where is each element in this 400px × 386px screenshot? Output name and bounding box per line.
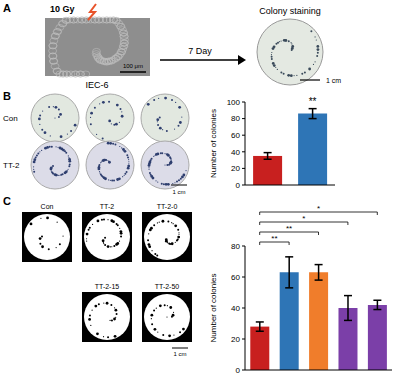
svg-text:60: 60 <box>231 273 240 282</box>
svg-text:80: 80 <box>231 242 240 251</box>
svg-text:IEC-6: IEC-6 <box>85 80 108 90</box>
svg-text:**: ** <box>271 234 277 243</box>
svg-text:Colony staining: Colony staining <box>259 6 321 16</box>
svg-text:0: 0 <box>236 366 241 375</box>
svg-text:*: * <box>302 214 305 223</box>
svg-text:**: ** <box>309 96 317 107</box>
svg-text:Number of colonies: Number of colonies <box>209 274 218 343</box>
svg-text:1 cm: 1 cm <box>173 351 186 357</box>
svg-text:*: * <box>317 204 320 213</box>
svg-text:40: 40 <box>231 148 240 157</box>
svg-text:40: 40 <box>231 304 240 313</box>
svg-text:TT-2-15: TT-2-15 <box>95 283 120 290</box>
svg-text:Con: Con <box>8 114 18 123</box>
svg-text:TT-2-50: TT-2-50 <box>155 283 180 290</box>
svg-text:Con: Con <box>41 203 54 210</box>
svg-text:B: B <box>8 90 11 102</box>
svg-text:1 cm: 1 cm <box>326 77 341 84</box>
svg-text:1 cm: 1 cm <box>172 189 185 195</box>
svg-text:20: 20 <box>231 335 240 344</box>
svg-text:7 Day: 7 Day <box>188 46 212 56</box>
svg-text:TT-2: TT-2 <box>8 161 20 170</box>
svg-text:TT-2-0: TT-2-0 <box>157 203 178 210</box>
svg-text:TT-2: TT-2 <box>100 203 114 210</box>
svg-text:C: C <box>8 195 11 207</box>
svg-text:20: 20 <box>231 164 240 173</box>
svg-text:Number of colonies: Number of colonies <box>209 109 218 178</box>
svg-text:80: 80 <box>231 114 240 123</box>
svg-text:60: 60 <box>231 131 240 140</box>
svg-text:A: A <box>8 2 11 14</box>
svg-text:10 Gy: 10 Gy <box>50 4 75 14</box>
svg-text:100 μm: 100 μm <box>123 63 143 69</box>
svg-text:0: 0 <box>236 181 241 190</box>
svg-text:**: ** <box>286 224 292 233</box>
svg-text:100: 100 <box>227 98 241 107</box>
